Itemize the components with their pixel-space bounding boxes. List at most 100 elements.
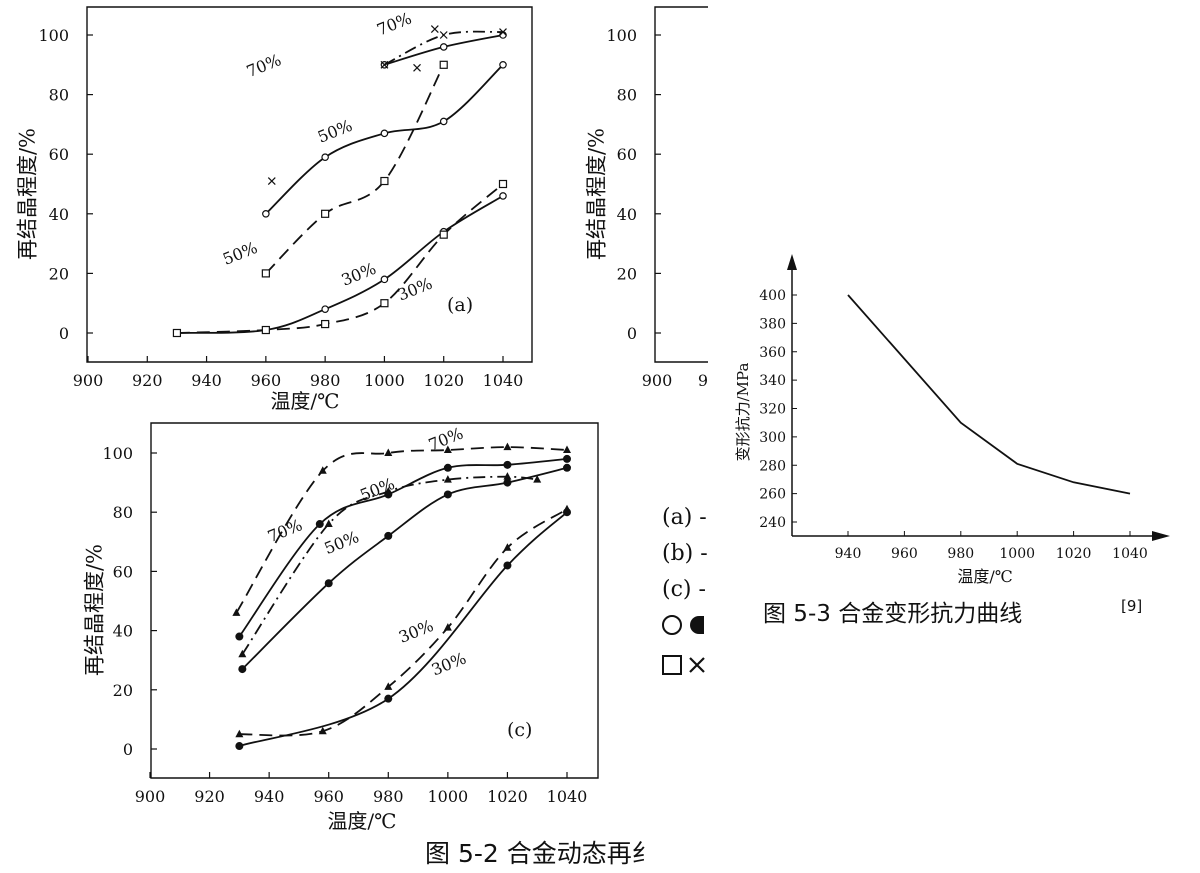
- series-label: 30%: [395, 274, 435, 305]
- series-line: [847, 294, 1131, 495]
- figure-5-2-caption: 图 5-2 合金动态再纟: [425, 839, 657, 868]
- data-point: [499, 192, 507, 200]
- x-tick-label: 1020: [487, 787, 528, 806]
- y-axis-arrow-icon: [787, 254, 797, 270]
- x-tick-label: 980: [373, 787, 404, 806]
- y-tick-label: 360: [759, 345, 786, 361]
- x-tick-label: 960: [891, 546, 918, 562]
- data-point: [321, 319, 330, 329]
- data-point: [443, 463, 452, 472]
- series-line: [265, 64, 504, 215]
- y-tick-label: 20: [49, 264, 69, 283]
- data-point: [443, 445, 452, 454]
- data-point: [380, 60, 389, 69]
- data-point: [315, 520, 324, 529]
- data-point: [321, 153, 329, 161]
- chart-panel-b: 0 20 40 60 80 100 900 9 再结晶程度/%: [585, 6, 708, 390]
- x-axis-label: 温度/℃: [957, 567, 1012, 586]
- data-point: [443, 475, 452, 483]
- x-tick-label: 920: [194, 787, 225, 806]
- data-point: [439, 117, 448, 126]
- y-tick-label: 300: [759, 430, 786, 446]
- data-point: [563, 463, 571, 472]
- data-point: [235, 729, 244, 738]
- chart-panel-a: 0 20 40 60 80 100 900 920 940 960 980 1000 1020 1040 再…: [16, 6, 533, 413]
- y-axis-label: 再结晶程度/%: [585, 128, 609, 260]
- series-label: 50%: [220, 238, 260, 269]
- y-tick-label: 20: [617, 264, 637, 283]
- y-tick-label: 0: [627, 324, 637, 343]
- data-point: [413, 63, 421, 72]
- data-point: [499, 61, 507, 69]
- data-point: [503, 472, 512, 480]
- data-point: [439, 43, 448, 51]
- series-label: 70%: [244, 50, 284, 81]
- data-point: [498, 179, 508, 189]
- x-tick-label: 1020: [1056, 546, 1092, 562]
- y-tick-label: 240: [759, 515, 786, 531]
- series-label: 50%: [357, 474, 397, 505]
- x-tick-label: 1040: [547, 787, 588, 806]
- y-tick-label: 40: [617, 205, 637, 224]
- data-point: [563, 454, 571, 463]
- legend-open-circle-icon: [662, 615, 682, 635]
- x-tick-label: 980: [947, 546, 974, 562]
- x-tick-label: 900: [135, 787, 166, 806]
- x-axis-label: 温度/℃: [327, 809, 396, 833]
- x-tick-label: 1040: [483, 371, 524, 390]
- data-point: [563, 508, 571, 517]
- data-point: [384, 682, 393, 690]
- data-point: [533, 475, 542, 483]
- data-point: [503, 442, 512, 451]
- x-tick-label: 900: [642, 371, 673, 390]
- y-tick-label: 80: [113, 503, 133, 522]
- x-tick-label: 1000: [999, 546, 1035, 562]
- data-point: [443, 490, 452, 499]
- y-tick-label: 40: [49, 205, 69, 224]
- data-point: [324, 579, 333, 588]
- data-point: [503, 543, 512, 551]
- data-point: [235, 632, 244, 641]
- series-line: [265, 64, 445, 275]
- plot-frame: [654, 6, 708, 363]
- legend-cutoff: (a) - (b) - (c) -: [662, 505, 708, 675]
- y-tick-label: 60: [617, 145, 637, 164]
- y-axis-label: 再结晶程度/%: [83, 544, 107, 676]
- data-point: [238, 665, 247, 674]
- y-tick-label: 20: [113, 681, 133, 700]
- y-tick-label: 100: [102, 444, 133, 463]
- data-point: [235, 742, 244, 751]
- data-point: [321, 305, 329, 313]
- y-tick-label: 100: [606, 26, 637, 45]
- data-point: [318, 466, 327, 474]
- data-point: [380, 129, 389, 138]
- x-tick-label: 940: [835, 546, 862, 562]
- x-tick-label: 1000: [364, 371, 405, 390]
- data-point: [261, 325, 270, 335]
- x-tick-label: 940: [254, 787, 285, 806]
- x-tick-label: 9: [698, 371, 708, 390]
- y-tick-label: 400: [759, 288, 786, 304]
- y-tick-label: 0: [59, 324, 69, 343]
- series-label: 30%: [339, 259, 379, 290]
- series-label: 50%: [315, 116, 355, 147]
- data-point: [384, 448, 393, 456]
- y-tick-label: 260: [759, 487, 786, 503]
- y-tick-label: 320: [759, 402, 786, 418]
- data-point: [384, 531, 393, 540]
- y-axis-label: 再结晶程度/%: [16, 128, 40, 260]
- data-point: [232, 608, 241, 616]
- data-point: [324, 519, 333, 528]
- data-point: [503, 478, 512, 487]
- legend-item-a: (a) -: [662, 505, 707, 530]
- data-point: [430, 25, 439, 33]
- series-line: [239, 511, 568, 747]
- x-tick-label: 960: [313, 787, 344, 806]
- caption-5-3: 图 5-3 合金变形抗力曲线: [763, 601, 1022, 627]
- plot-frame: [86, 6, 533, 363]
- series-label: 70%: [265, 515, 305, 546]
- data-point: [261, 269, 270, 278]
- x-axis-arrow-icon: [1152, 531, 1170, 541]
- x-tick-label: 960: [251, 371, 282, 390]
- chart-fig5-3: 240 260 280 300 320 340 360 380 400 940 960 980 1000…: [734, 254, 1170, 586]
